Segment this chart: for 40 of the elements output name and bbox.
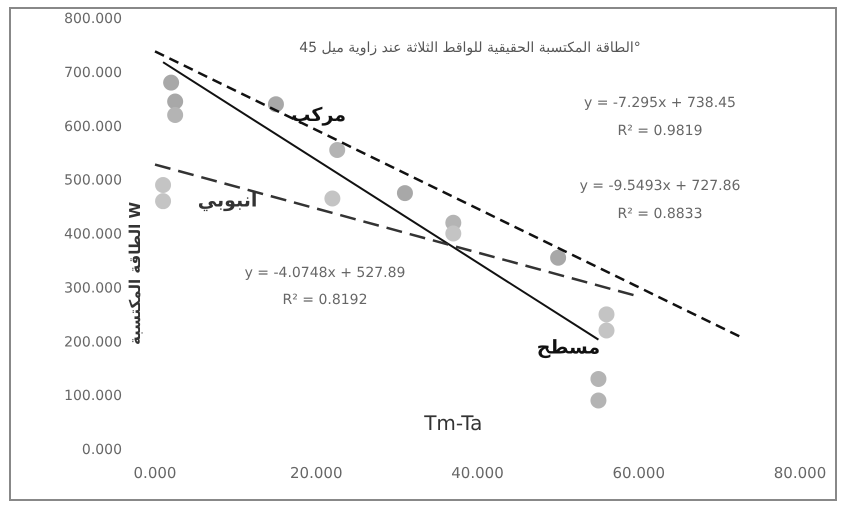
text: الطاقة المكتسبة الحقيقية للواقط الثلاثة عند زاوية ميل 45° bbox=[299, 40, 641, 56]
x-tick-label: 20.000 bbox=[290, 464, 342, 482]
y-tick-label: 500.000 bbox=[64, 172, 122, 189]
point bbox=[163, 74, 180, 91]
series-label: انبوبي bbox=[198, 189, 258, 212]
annotation: y = -9.5493x + 727.86 bbox=[580, 178, 741, 194]
y-tick-label: 400.000 bbox=[64, 226, 122, 242]
y-tick-label: 100.000 bbox=[64, 388, 122, 404]
x-axis-title: Tm-Ta bbox=[423, 411, 482, 435]
annotation: R² = 0.8833 bbox=[618, 206, 702, 222]
point bbox=[167, 94, 184, 110]
x-tick-label: 0.000 bbox=[134, 464, 176, 482]
y-tick-label: 600.000 bbox=[64, 118, 122, 135]
point bbox=[445, 226, 462, 242]
point bbox=[324, 190, 340, 206]
point bbox=[155, 193, 172, 210]
y-tick-label: 700.000 bbox=[64, 64, 122, 81]
y-tick-label: 300.000 bbox=[64, 280, 122, 296]
point bbox=[590, 392, 606, 409]
y-tick-label: 0.000 bbox=[82, 442, 122, 458]
x-tick-label: 80.000 bbox=[774, 464, 826, 482]
y-axis-title: الطاقة المكتسبة W bbox=[126, 202, 144, 346]
point bbox=[598, 322, 614, 338]
y-tick-label: 800.000 bbox=[64, 11, 122, 27]
point bbox=[598, 306, 614, 322]
annotation: y = -4.0748x + 527.89 bbox=[244, 265, 406, 281]
point bbox=[396, 185, 413, 202]
annotation: y = -7.295x + 738.45 bbox=[584, 95, 736, 111]
series-label: مسطح bbox=[536, 336, 600, 359]
y-tick-label: 200.000 bbox=[64, 334, 122, 350]
annotation: R² = 0.8192 bbox=[282, 292, 368, 308]
annotation: R² = 0.9819 bbox=[618, 123, 702, 139]
x-tick-label: 40.000 bbox=[451, 464, 504, 482]
series-label: مركب bbox=[291, 104, 346, 126]
x-tick-label: 60.000 bbox=[612, 464, 665, 482]
point bbox=[155, 177, 172, 194]
point bbox=[550, 250, 566, 266]
point bbox=[167, 106, 184, 123]
point bbox=[329, 142, 346, 158]
point bbox=[590, 370, 606, 387]
